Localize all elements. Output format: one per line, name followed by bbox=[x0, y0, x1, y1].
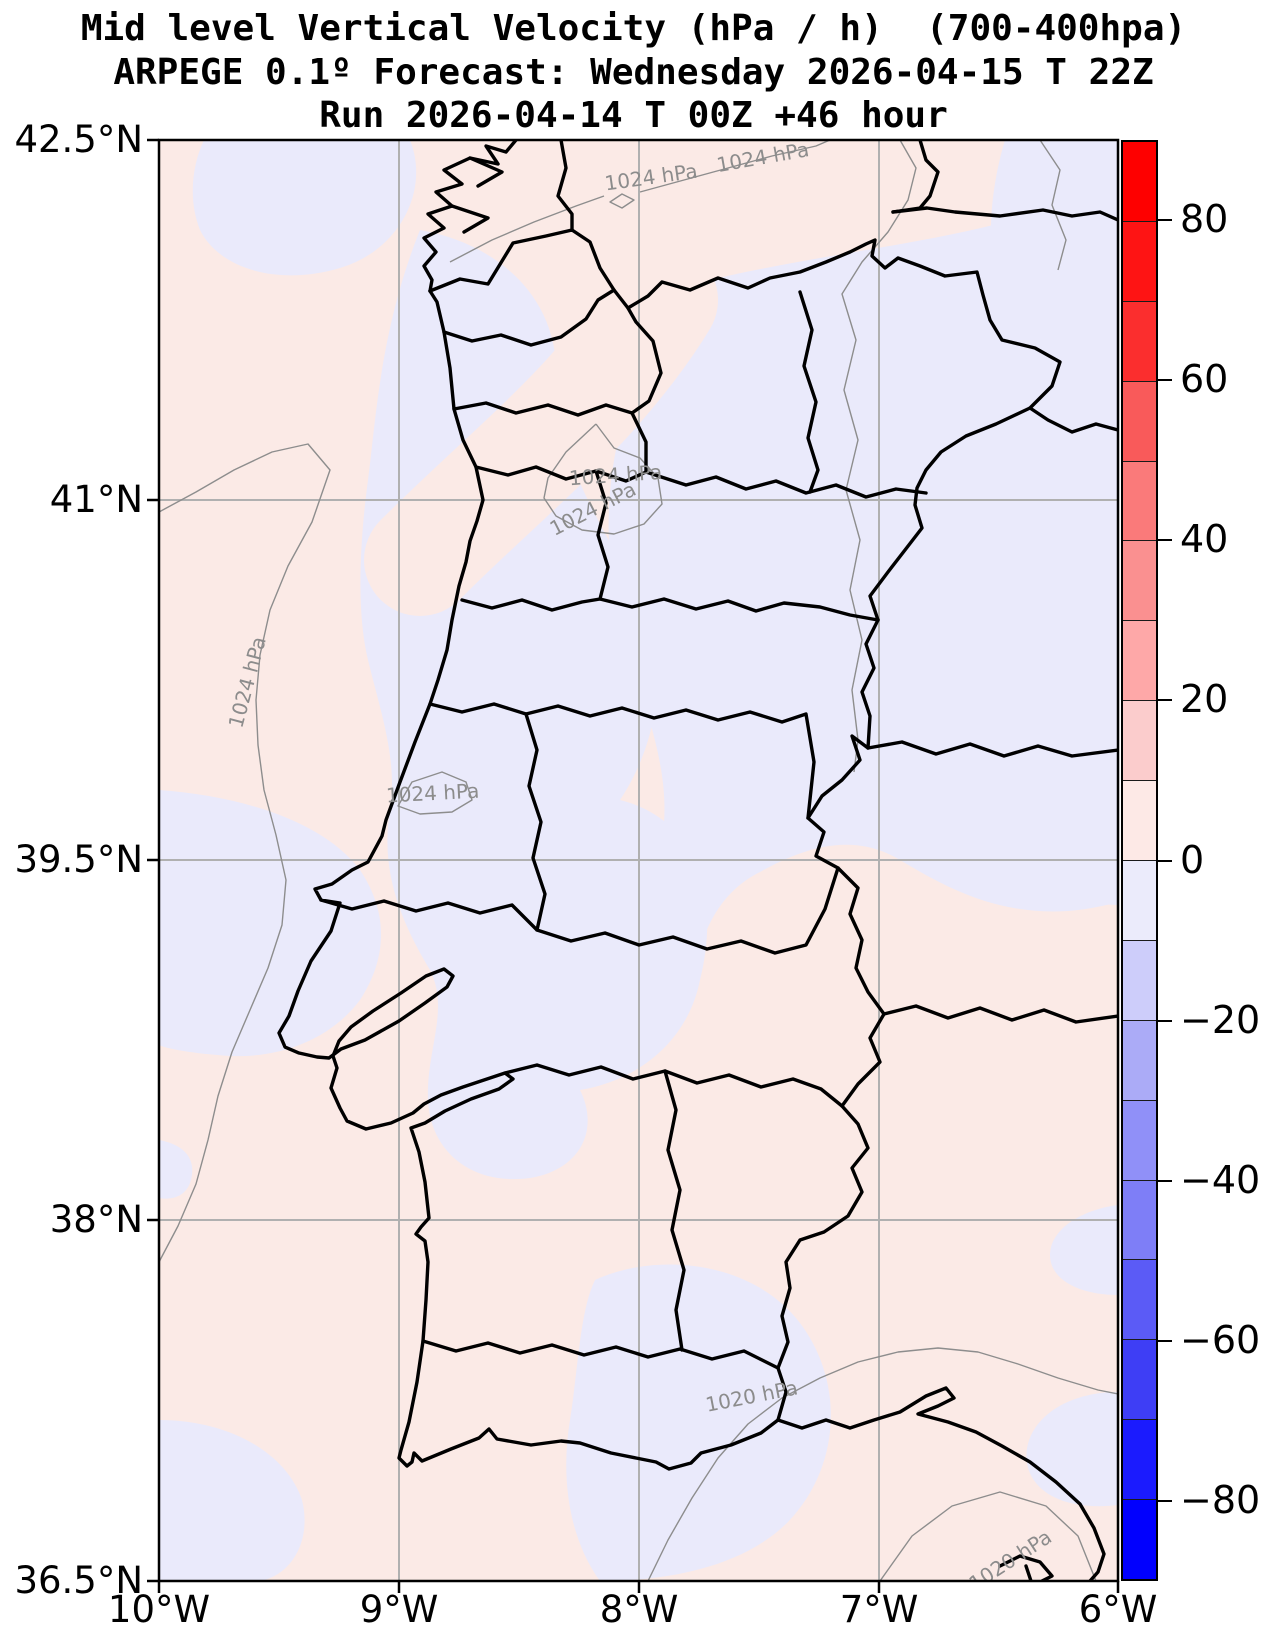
colorbar-tick-mark bbox=[1158, 699, 1172, 702]
y-axis-label: 41°N bbox=[49, 478, 143, 521]
colorbar-tick-mark bbox=[1158, 539, 1172, 542]
colorbar-tick-mark bbox=[1158, 1339, 1172, 1342]
graticule bbox=[159, 140, 1118, 1581]
x-axis-label: 10°W bbox=[107, 1588, 211, 1631]
colorbar-segment bbox=[1123, 620, 1156, 701]
colorbar-tick-label: −40 bbox=[1180, 1157, 1261, 1202]
colorbar-segment bbox=[1123, 380, 1156, 461]
chart-subtitle-valid-time: ARPEGE 0.1º Forecast: Wednesday 2026-04-… bbox=[113, 52, 1154, 93]
colorbar-tick-label: 0 bbox=[1180, 837, 1205, 882]
colorbar-tick-mark bbox=[1158, 1019, 1172, 1022]
y-axis-label: 42.5°N bbox=[14, 118, 143, 161]
colorbar-tick-label: −60 bbox=[1180, 1317, 1261, 1362]
colorbar-tick-mark bbox=[1158, 1179, 1172, 1182]
chart-title: Mid level Vertical Velocity (hPa / h) (7… bbox=[80, 8, 1187, 49]
field-positive-tongue bbox=[364, 244, 718, 616]
colorbar-tick-label: 40 bbox=[1180, 517, 1229, 562]
colorbar-segment bbox=[1123, 460, 1156, 541]
axis-tick-marks bbox=[147, 138, 1120, 1593]
colorbar-segment bbox=[1123, 1339, 1156, 1420]
y-axis-label: 39.5°N bbox=[14, 838, 143, 881]
x-axis-label: 6°W bbox=[1078, 1588, 1158, 1631]
colorbar-segment bbox=[1123, 142, 1156, 221]
colorbar-segment bbox=[1123, 939, 1156, 1020]
coastline-and-boundaries bbox=[277, 140, 1118, 1581]
colorbar-tick-mark bbox=[1158, 219, 1172, 222]
colorbar-tick-mark bbox=[1158, 859, 1172, 862]
colorbar-segment bbox=[1123, 700, 1156, 781]
colorbar-segment bbox=[1123, 220, 1156, 301]
colorbar-segment bbox=[1123, 300, 1156, 381]
colorbar-segment bbox=[1123, 1019, 1156, 1100]
x-axis-label: 8°W bbox=[599, 1588, 679, 1631]
colorbar-tick-label: −20 bbox=[1180, 997, 1261, 1042]
colorbar-segment bbox=[1123, 1419, 1156, 1500]
x-axis-label: 9°W bbox=[359, 1588, 439, 1631]
isobar-label: 1024 hPa bbox=[385, 779, 479, 808]
colorbar-tick-mark bbox=[1158, 379, 1172, 382]
colorbar-segment bbox=[1123, 540, 1156, 621]
field-negative-patches bbox=[159, 140, 1118, 1581]
colorbar-tick-label: 20 bbox=[1180, 677, 1229, 722]
colorbar-tick-mark bbox=[1158, 1499, 1172, 1502]
colorbar bbox=[1121, 140, 1158, 1581]
colorbar-tick-label: −80 bbox=[1180, 1477, 1261, 1522]
colorbar-segment bbox=[1123, 1179, 1156, 1260]
portugal-spain-border bbox=[428, 228, 1062, 1422]
colorbar-tick-label: 80 bbox=[1180, 197, 1229, 242]
isobar-contours bbox=[159, 140, 1118, 1581]
y-axis-label: 38°N bbox=[49, 1198, 143, 1241]
colorbar-segment bbox=[1123, 1259, 1156, 1340]
portugal-coastline bbox=[277, 289, 780, 1471]
colorbar-segment bbox=[1123, 780, 1156, 861]
colorbar-tick-label: 60 bbox=[1180, 357, 1229, 402]
x-axis-label: 7°W bbox=[839, 1588, 919, 1631]
y-axis-label: 36.5°N bbox=[14, 1559, 143, 1602]
colorbar-segment bbox=[1123, 860, 1156, 940]
chart-subtitle-run: Run 2026-04-14 T 00Z +46 hour bbox=[319, 95, 948, 136]
colorbar-segment bbox=[1123, 1099, 1156, 1180]
colorbar-segment bbox=[1123, 1499, 1156, 1580]
